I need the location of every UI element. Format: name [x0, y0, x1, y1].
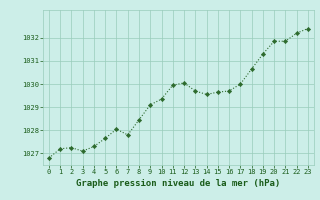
X-axis label: Graphe pression niveau de la mer (hPa): Graphe pression niveau de la mer (hPa) — [76, 179, 281, 188]
